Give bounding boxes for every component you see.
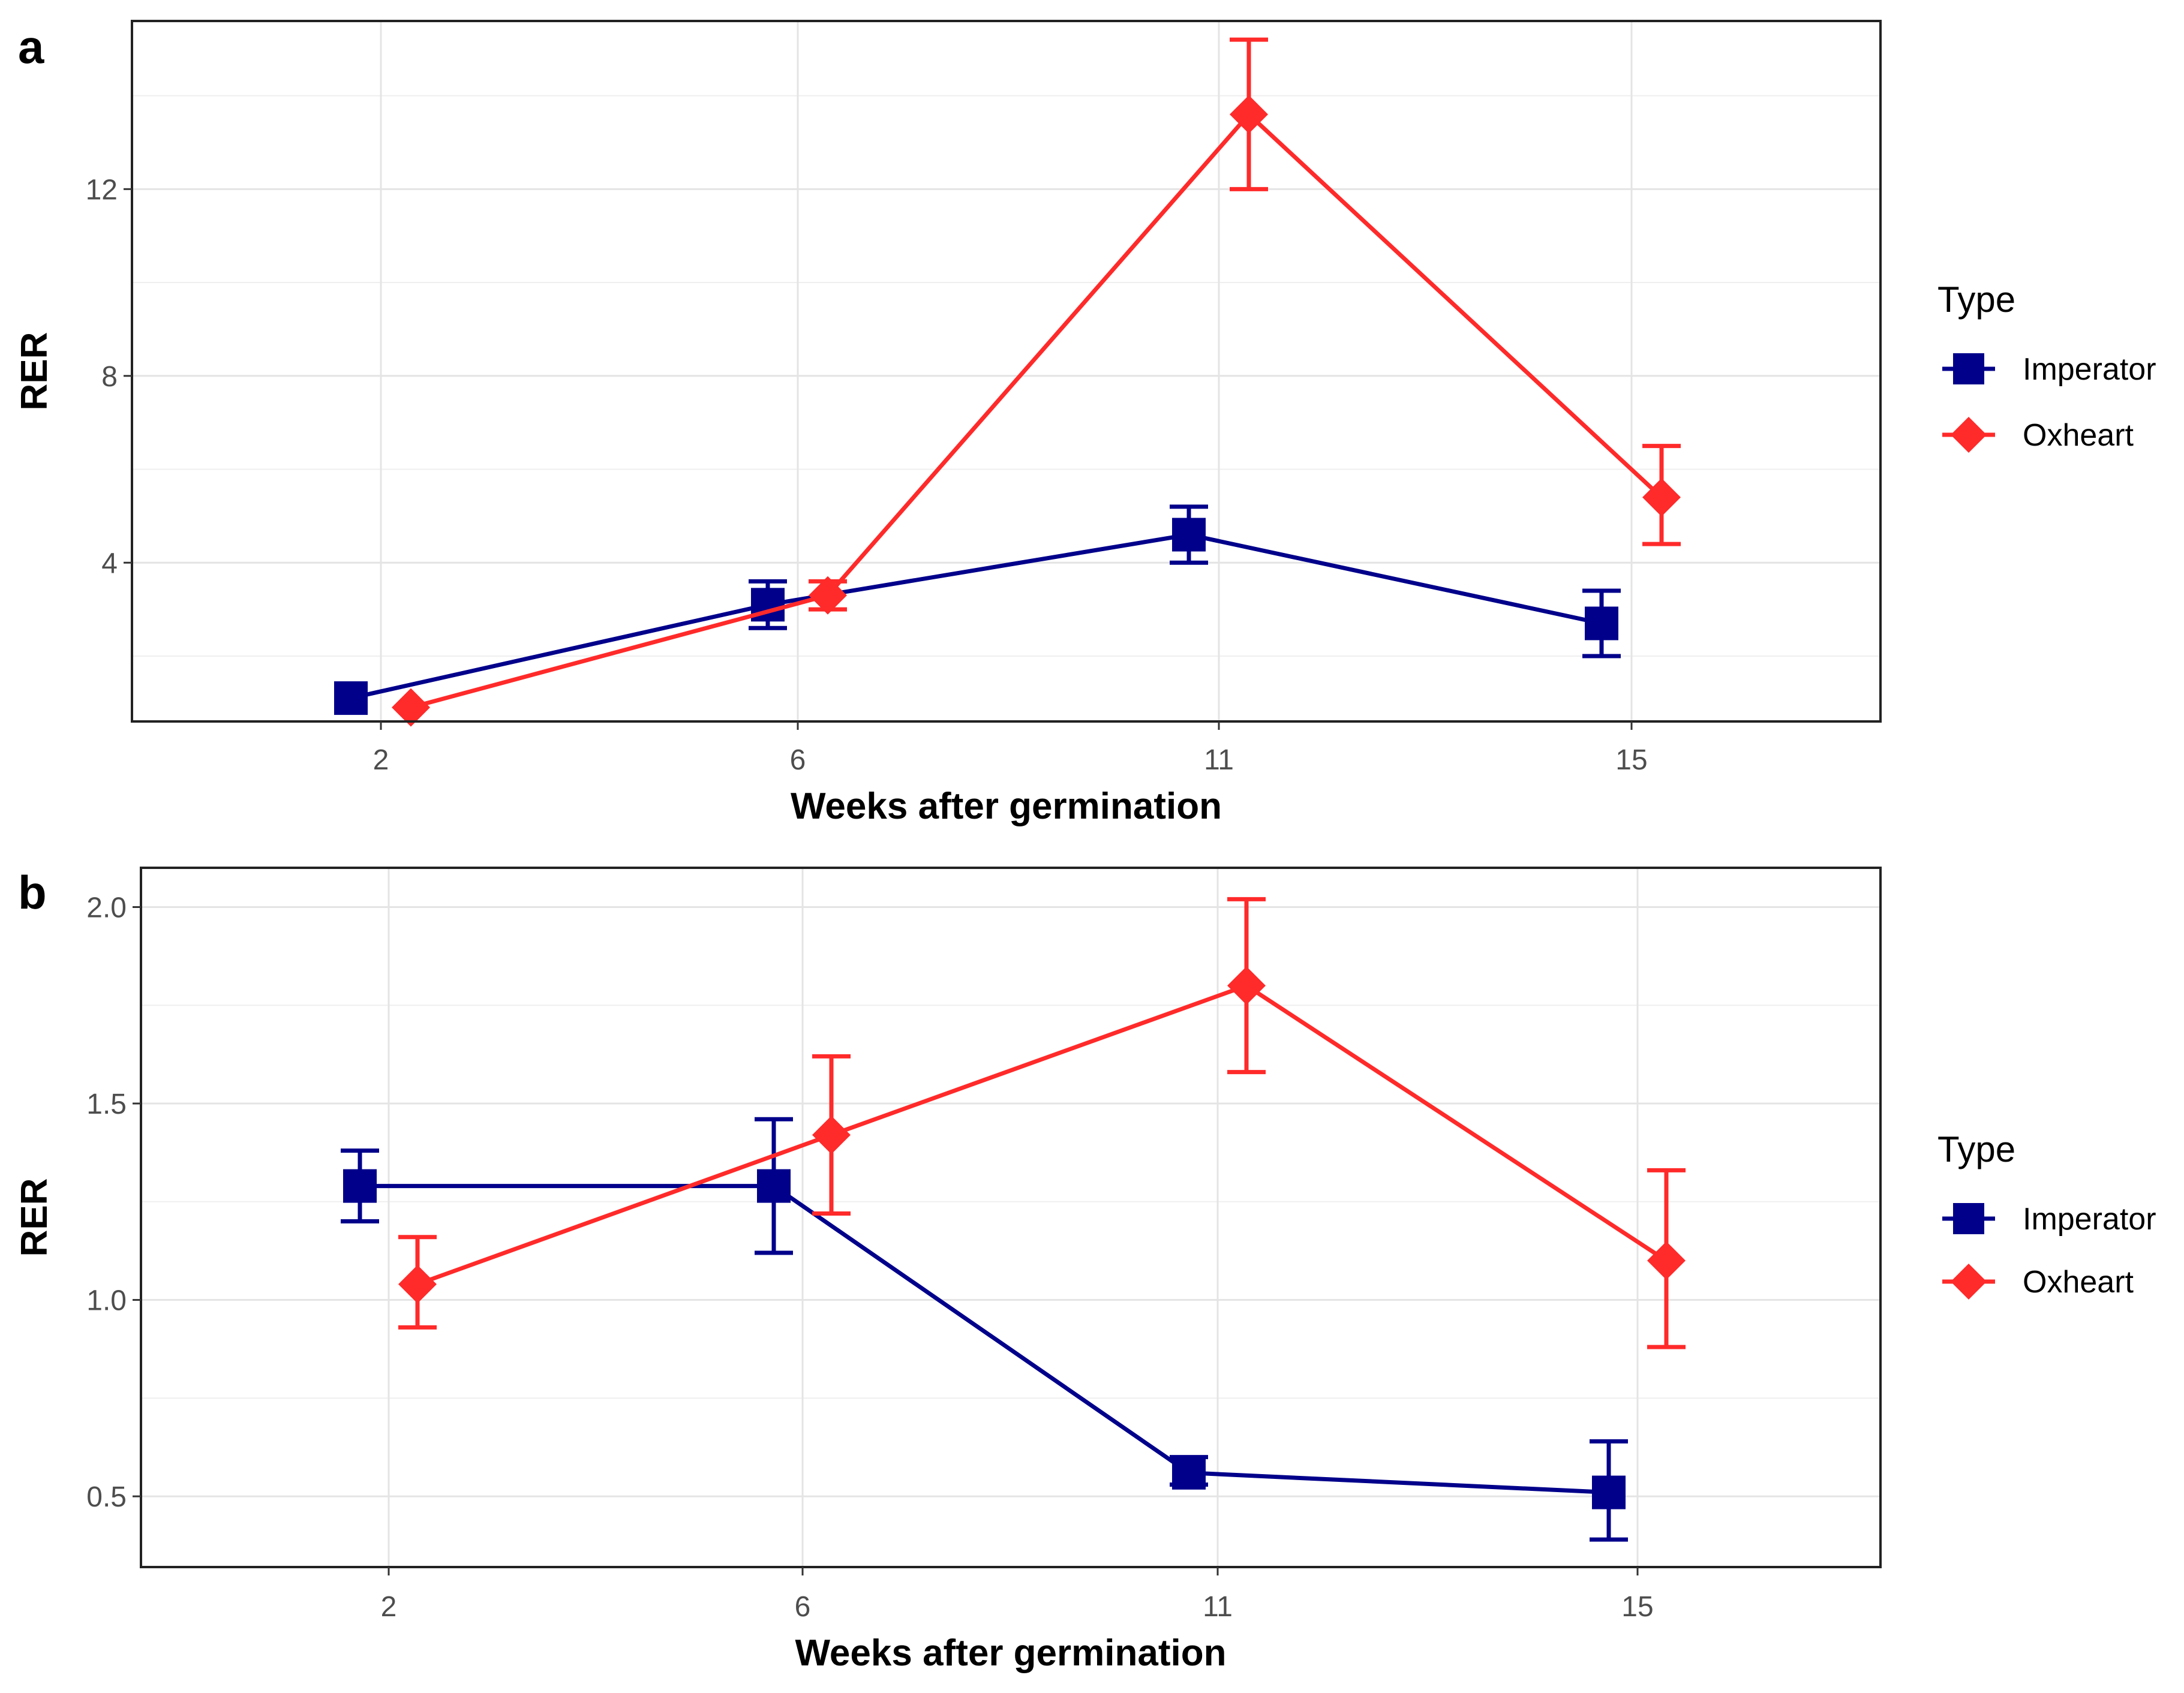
data-point-imperator xyxy=(343,1169,377,1203)
panel-label: b xyxy=(18,866,47,919)
data-point-oxheart xyxy=(1230,95,1268,134)
legend-item-imperator: Imperator xyxy=(1942,1202,2156,1237)
legend-key-diamond xyxy=(1951,1264,1987,1300)
legend-item-oxheart: Oxheart xyxy=(1942,1264,2134,1300)
legend-item-oxheart: Oxheart xyxy=(1942,417,2134,453)
plot-background xyxy=(132,21,1880,721)
panel-border xyxy=(131,20,1882,723)
y-tick-label: 1.5 xyxy=(86,1088,127,1120)
data-point-imperator xyxy=(1172,518,1206,552)
x-axis-title: Weeks after germination xyxy=(791,786,1222,827)
x-tick-label: 11 xyxy=(1204,744,1234,776)
data-point-oxheart xyxy=(1227,966,1266,1005)
legend-label: Imperator xyxy=(2023,1202,2156,1237)
panel-a: 4 8 12 2 6 11 15 Weeks after germination RER a Typ… xyxy=(14,20,2156,827)
data-point-oxheart xyxy=(398,1265,437,1304)
data-point-imperator xyxy=(1592,1475,1626,1509)
x-tick-label: 15 xyxy=(1615,744,1647,776)
y-tick-label: 12 xyxy=(86,174,118,206)
y-tick-label: 2.0 xyxy=(86,892,127,924)
data-point-imperator xyxy=(1172,1456,1206,1490)
data-point-oxheart xyxy=(812,1115,851,1154)
y-tick-label: 4 xyxy=(101,548,118,579)
legend-title: Type xyxy=(1937,1129,2015,1169)
y-tick-label: 8 xyxy=(101,361,118,393)
legend-item-imperator: Imperator xyxy=(1942,352,2156,387)
legend-label: Oxheart xyxy=(2023,1265,2134,1300)
panel-b: 0.5 1.0 1.5 2.0 2 6 11 15 Weeks after germinatio… xyxy=(14,866,2156,1674)
series-line-imperator xyxy=(350,533,1602,700)
x-tick-label: 2 xyxy=(373,744,389,776)
data-point-imperator xyxy=(1585,606,1618,640)
series-line-imperator xyxy=(360,1184,1609,1495)
data-point-oxheart xyxy=(1642,478,1681,517)
panel-label: a xyxy=(18,20,44,73)
x-axis-title: Weeks after germination xyxy=(795,1632,1227,1674)
data-point-oxheart xyxy=(809,576,847,615)
y-axis-title: RER xyxy=(14,332,55,411)
legend-key-diamond xyxy=(1951,417,1987,453)
data-point-oxheart xyxy=(1647,1241,1686,1280)
y-axis-title: RER xyxy=(14,1178,55,1257)
data-point-imperator xyxy=(334,681,368,715)
legend-title: Type xyxy=(1937,279,2015,320)
series-line-oxheart xyxy=(410,112,1663,710)
x-tick-label: 15 xyxy=(1621,1591,1653,1623)
panel-border xyxy=(140,867,1882,1568)
data-point-imperator xyxy=(757,1169,791,1203)
series-line-oxheart xyxy=(416,984,1668,1286)
x-tick-label: 2 xyxy=(381,1591,397,1623)
legend-key-square xyxy=(1953,353,1984,384)
data-point-oxheart xyxy=(392,688,430,727)
x-tick-label: 11 xyxy=(1203,1591,1233,1623)
plot-background xyxy=(141,868,1880,1567)
y-tick-label: 1.0 xyxy=(86,1285,127,1317)
legend-label: Imperator xyxy=(2023,352,2156,387)
x-tick-label: 6 xyxy=(795,1591,811,1623)
legend-label: Oxheart xyxy=(2023,418,2134,453)
legend-key-square xyxy=(1953,1203,1984,1234)
x-tick-label: 6 xyxy=(790,744,806,776)
y-tick-label: 0.5 xyxy=(86,1481,127,1513)
